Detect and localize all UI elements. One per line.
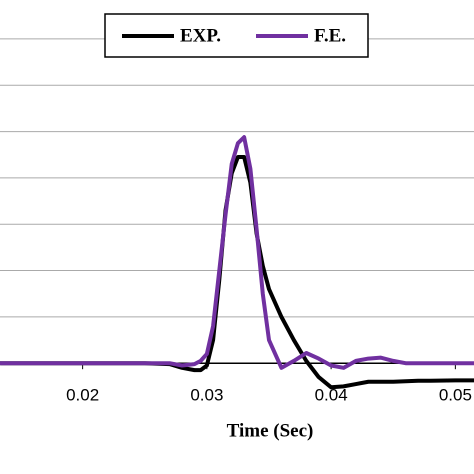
x-tick-label: 0.04 [315, 386, 348, 405]
x-tick-label: 0.02 [66, 386, 99, 405]
series-line [0, 135, 474, 370]
x-axis-label: Time (Sec) [227, 420, 314, 441]
x-tick-label: 0.05 [439, 386, 472, 405]
legend-label: F.E. [314, 25, 346, 46]
grid [0, 38, 474, 364]
legend-label: EXP. [180, 25, 221, 46]
legend-box [104, 13, 369, 58]
x-tick-label: 0.03 [190, 386, 223, 405]
series-line [0, 155, 474, 390]
